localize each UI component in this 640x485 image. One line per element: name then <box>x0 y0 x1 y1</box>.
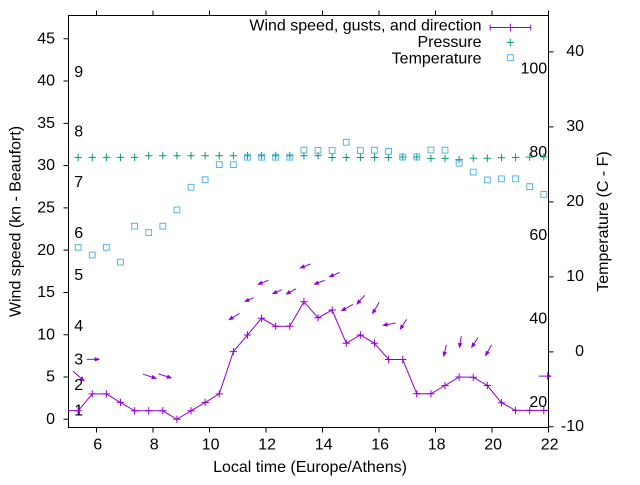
svg-text:5: 5 <box>74 267 83 284</box>
svg-text:40: 40 <box>37 73 55 90</box>
svg-text:Local time (Europe/Athens): Local time (Europe/Athens) <box>213 459 407 476</box>
svg-text:10: 10 <box>37 326 55 343</box>
svg-text:35: 35 <box>37 115 55 132</box>
svg-text:Wind speed (kn - Beaufort): Wind speed (kn - Beaufort) <box>8 126 25 317</box>
svg-text:6: 6 <box>93 437 102 454</box>
svg-text:Pressure: Pressure <box>417 34 481 51</box>
svg-text:2: 2 <box>74 377 83 394</box>
svg-text:60: 60 <box>529 227 547 244</box>
svg-text:0: 0 <box>46 411 55 428</box>
svg-text:7: 7 <box>74 174 83 191</box>
svg-text:8: 8 <box>150 437 159 454</box>
svg-text:8: 8 <box>74 123 83 140</box>
svg-text:40: 40 <box>529 311 547 328</box>
svg-text:16: 16 <box>371 437 389 454</box>
svg-text:20: 20 <box>484 437 502 454</box>
svg-text:Temperature: Temperature <box>392 50 482 67</box>
svg-text:9: 9 <box>74 64 83 81</box>
svg-text:45: 45 <box>37 30 55 47</box>
svg-text:0: 0 <box>575 343 584 360</box>
svg-text:20: 20 <box>37 242 55 259</box>
svg-text:20: 20 <box>529 394 547 411</box>
svg-text:6: 6 <box>74 225 83 242</box>
svg-text:12: 12 <box>258 437 276 454</box>
svg-text:5: 5 <box>46 369 55 386</box>
svg-text:30: 30 <box>37 157 55 174</box>
svg-text:15: 15 <box>37 284 55 301</box>
svg-text:Wind speed, gusts, and directi: Wind speed, gusts, and direction <box>249 17 481 34</box>
svg-text:100: 100 <box>520 61 547 78</box>
svg-text:18: 18 <box>428 437 446 454</box>
svg-text:25: 25 <box>37 200 55 217</box>
svg-text:-10: -10 <box>561 418 584 435</box>
svg-text:10: 10 <box>566 268 584 285</box>
svg-text:20: 20 <box>566 193 584 210</box>
svg-text:10: 10 <box>202 437 220 454</box>
svg-text:30: 30 <box>566 118 584 135</box>
svg-text:14: 14 <box>315 437 333 454</box>
svg-text:22: 22 <box>541 437 559 454</box>
svg-text:4: 4 <box>74 318 83 335</box>
svg-text:80: 80 <box>529 144 547 161</box>
svg-text:40: 40 <box>566 43 584 60</box>
svg-text:Temperature (C - F): Temperature (C - F) <box>595 151 612 291</box>
svg-text:3: 3 <box>74 352 83 369</box>
